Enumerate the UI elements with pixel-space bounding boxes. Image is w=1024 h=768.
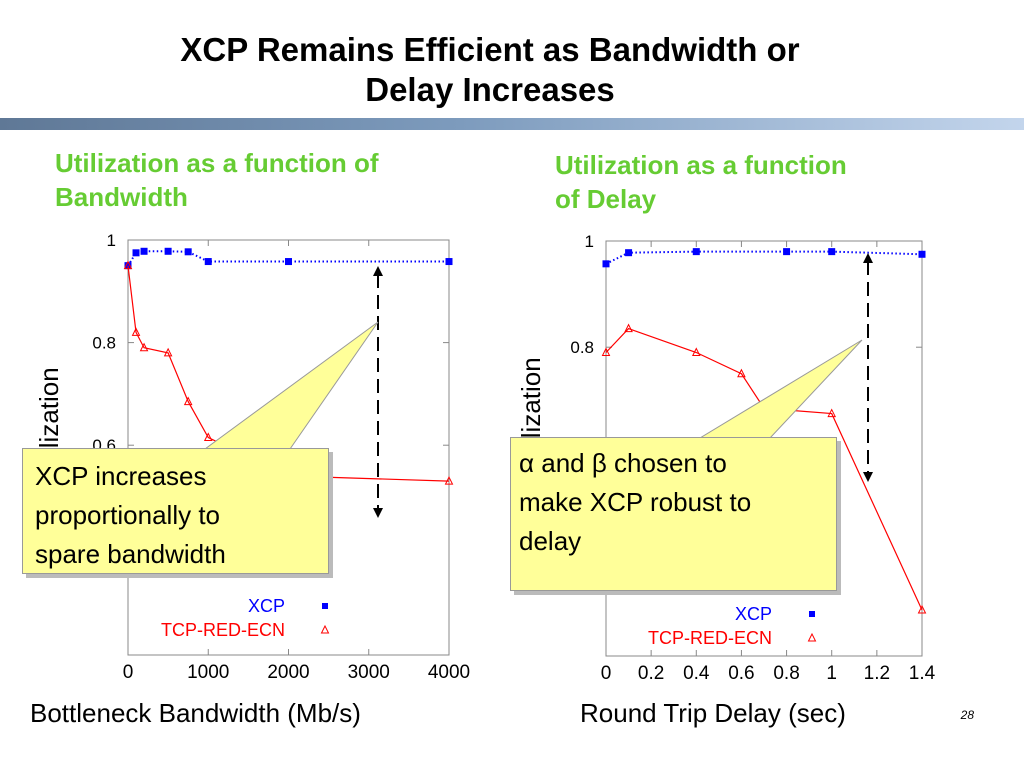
right-chart: 0 0.2 0.4 0.6 0.8 1 1.2 1.4 0.8 1 XCP TCP-RED-ECN (570, 232, 935, 684)
left-x-tick-label: 4000 (428, 662, 470, 683)
right-x-tick-label: 1 (826, 663, 837, 684)
left-tcp-point (131, 327, 141, 336)
left-xcp-point (204, 258, 212, 266)
left-callout-line-3: spare bandwidth (35, 539, 226, 569)
left-tcp-point (163, 347, 173, 357)
left-x-tick-label: 0 (123, 662, 134, 683)
right-callout: α and β chosen to make XCP robust to del… (510, 437, 837, 591)
left-legend-label-xcp: XCP (248, 596, 285, 616)
right-chart-heading-line-2: of Delay (555, 184, 657, 214)
right-xcp-point (783, 248, 791, 256)
left-callout: XCP increases proportionally to spare ba… (22, 448, 329, 574)
right-y-tick-label: 1 (585, 232, 594, 251)
right-x-axis-title: Round Trip Delay (sec) (580, 698, 846, 728)
right-x-tick-label: 0.4 (683, 663, 710, 684)
right-x-tick-label: 0.2 (638, 663, 664, 684)
left-callout-line-2: proportionally to (35, 500, 220, 530)
left-tcp-point (183, 396, 193, 406)
right-series-line-tcp-red-ecn (605, 327, 923, 611)
right-xcp-point (602, 260, 610, 268)
left-xcp-point (132, 249, 140, 257)
right-xcp-point (625, 249, 633, 257)
right-xcp-point (828, 248, 836, 256)
right-tcp-point (737, 368, 746, 378)
right-xcp-point (692, 248, 700, 256)
right-y-tick-label: 0.8 (570, 338, 594, 357)
left-chart-heading-line-1: Utilization as a function of (55, 148, 379, 178)
left-xcp-point (140, 247, 148, 255)
left-x-tick-label: 3000 (348, 662, 390, 683)
left-tcp-point (123, 260, 133, 270)
right-x-tick-label: 1.2 (864, 663, 890, 684)
title-divider (0, 118, 1024, 130)
left-xcp-point (184, 248, 192, 256)
left-callout-line-1: XCP increases (35, 461, 207, 491)
right-tcp-point (601, 347, 611, 357)
right-x-tick-label: 0.8 (773, 663, 799, 684)
left-legend-marker-xcp (322, 603, 328, 609)
left-tcp-point (444, 475, 454, 485)
right-legend-marker-xcp (809, 611, 815, 617)
left-xcp-point (285, 258, 292, 266)
left-x-axis-title: Bottleneck Bandwidth (Mb/s) (30, 698, 361, 728)
right-tcp-point (917, 604, 927, 614)
right-legend-label-tcp-red-ecn: TCP-RED-ECN (648, 628, 772, 648)
right-tcp-point (624, 323, 633, 333)
right-callout-line-2: make XCP robust to (519, 487, 752, 517)
right-x-tick-label: 1.4 (909, 663, 936, 684)
right-chart-heading-line-1: Utilization as a function (555, 150, 847, 180)
right-legend-marker-tcp (807, 632, 817, 642)
left-tcp-point (139, 342, 149, 352)
left-x-tick-label: 2000 (267, 662, 309, 683)
right-legend-label-xcp: XCP (735, 604, 772, 624)
right-callout-pointer (698, 339, 863, 439)
left-legend-marker-tcp (320, 624, 330, 634)
right-x-tick-label: 0.6 (728, 663, 754, 684)
left-y-tick-label: 1 (107, 231, 116, 250)
right-gap-arrow-head-top (863, 253, 873, 263)
left-chart-heading: Utilization as a function of Bandwidth (55, 146, 379, 214)
right-tcp-point (691, 347, 701, 357)
right-xcp-point (918, 250, 926, 258)
right-callout-line-3: delay (519, 526, 582, 556)
left-callout-pointer (203, 321, 379, 450)
left-xcp-point (445, 258, 453, 266)
slide-title-line-2: Delay Increases (365, 71, 615, 108)
slide-title: XCP Remains Efficient as Bandwidth or De… (0, 30, 980, 110)
left-chart-heading-line-2: Bandwidth (55, 182, 188, 212)
page-number: 28 (960, 708, 974, 722)
left-xcp-point (164, 247, 172, 255)
left-gap-arrow (373, 266, 383, 518)
left-y-tick-label: 0.8 (92, 334, 116, 353)
right-gap-arrow-head-bottom (863, 472, 873, 482)
left-gap-arrow-head-bottom (373, 508, 383, 518)
left-legend-label-tcp-red-ecn: TCP-RED-ECN (161, 620, 285, 640)
right-callout-line-1: α and β chosen to (519, 448, 727, 478)
left-tcp-point (203, 432, 213, 442)
slide-title-line-1: XCP Remains Efficient as Bandwidth or (180, 31, 800, 68)
right-x-tick-label: 0 (601, 663, 612, 684)
left-gap-arrow-head-top (373, 266, 383, 276)
left-x-tick-label: 1000 (187, 662, 229, 683)
right-gap-arrow (863, 253, 873, 482)
right-series-line-xcp (605, 250, 923, 265)
right-tcp-point (827, 408, 837, 418)
right-chart-heading: Utilization as a function of Delay (555, 148, 847, 216)
